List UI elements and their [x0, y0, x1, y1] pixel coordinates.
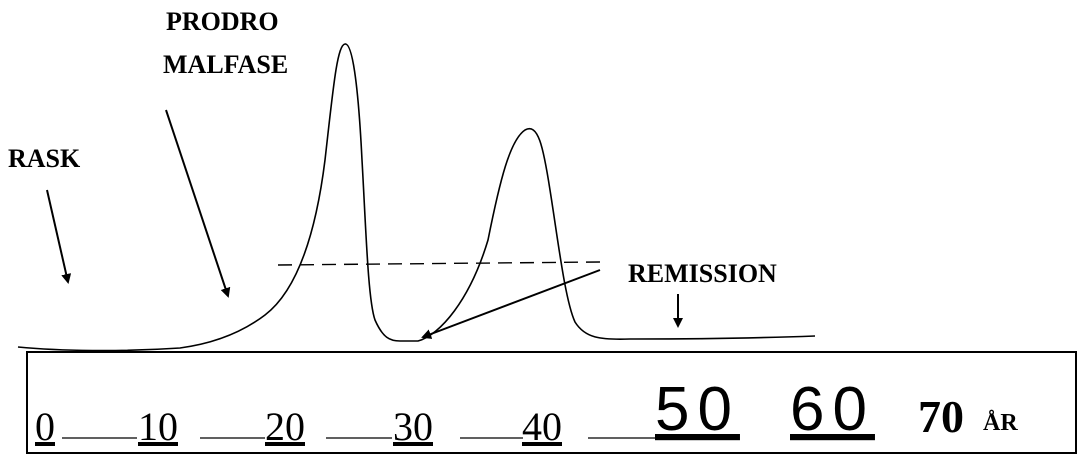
tick-70: 70 [918, 391, 964, 442]
axis-unit-label: ÅR [983, 410, 1018, 436]
tick-0: 0 [35, 404, 55, 449]
illness-course-curve [17, 43, 816, 352]
rask-arrow [46, 189, 72, 284]
tick-60: 60 [790, 375, 875, 444]
remission-arrow-left [421, 269, 601, 339]
prodromal-arrow [165, 109, 231, 298]
tick-10: 10 [138, 404, 178, 449]
threshold-dashed-line [277, 261, 601, 266]
tick-20: 20 [265, 404, 305, 449]
rask-label: RASK [8, 144, 81, 173]
axis-box [26, 351, 1077, 454]
tick-30: 30 [393, 404, 433, 449]
tick-50: 50 [655, 375, 740, 444]
prodromal-label-line1: PRODRO [166, 7, 279, 36]
tick-40: 40 [522, 404, 562, 449]
remission-label: REMISSION [628, 259, 777, 288]
prodromal-label-line2: MALFASE [163, 50, 288, 79]
